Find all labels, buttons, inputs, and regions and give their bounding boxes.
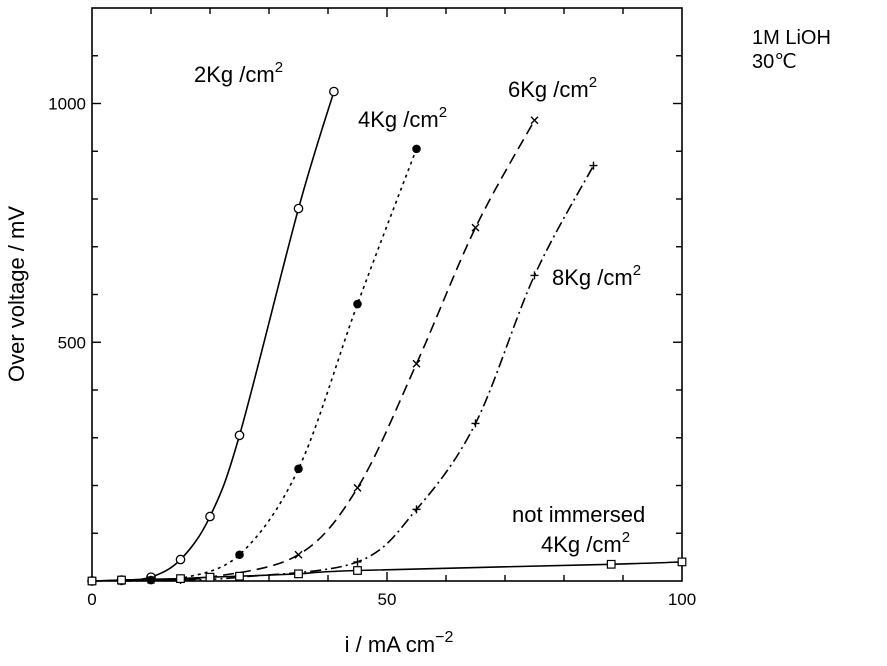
series-label-not-immersed-text: 4Kg /cm	[541, 532, 622, 557]
data-point	[677, 557, 687, 567]
x-axis-title: i / mA cm−2	[345, 629, 454, 657]
series-label-not-immersed: not immersed	[512, 502, 645, 527]
data-point	[235, 550, 244, 560]
data-point	[176, 574, 185, 584]
plot-frame	[91, 7, 683, 582]
y-tick-label: 1000	[48, 95, 86, 114]
data-point	[205, 572, 215, 582]
data-point	[589, 161, 598, 170]
x-tick-label: 0	[87, 590, 96, 609]
series-label-not-immersed-line2: 4Kg /cm2	[541, 529, 630, 557]
tick-labels: 0 50 100 500 1000	[48, 95, 696, 610]
data-point	[117, 575, 126, 585]
data-point	[412, 359, 421, 368]
data-point	[235, 571, 244, 581]
series-label-4kg-text: 4Kg /cm	[358, 107, 439, 132]
series-line-3	[121, 119, 536, 582]
data-point	[294, 569, 303, 579]
data-point	[293, 203, 304, 214]
series-line-1	[91, 91, 335, 582]
data-point	[530, 116, 539, 125]
data-point	[606, 559, 616, 569]
y-axis-title: Over voltage / mV	[4, 206, 29, 382]
data-point	[353, 566, 362, 575]
x-tick-label: 50	[378, 590, 397, 609]
series-line-2	[121, 148, 418, 582]
data-point	[353, 557, 362, 566]
x-axis-title-base: i / mA cm	[345, 632, 435, 657]
data-point	[87, 576, 97, 586]
x-tick-label: 100	[668, 590, 696, 609]
data-point	[412, 144, 421, 154]
x-axis-title-exponent: −2	[435, 629, 453, 646]
series-label-6kg-exponent: 2	[589, 74, 597, 91]
series-label-8kg-exponent: 2	[633, 262, 641, 279]
y-tick-label: 500	[58, 333, 86, 352]
series-markers	[87, 86, 687, 586]
series-label-4kg: 4Kg /cm2	[358, 104, 447, 132]
data-point	[294, 464, 303, 474]
data-point	[147, 576, 155, 585]
series-label-not-immersed-exponent: 2	[622, 529, 630, 546]
tick-marks	[92, 8, 682, 581]
data-point	[353, 483, 362, 492]
condition-temperature: 30℃	[752, 51, 797, 73]
series-label-8kg-text: 8Kg /cm	[552, 265, 633, 290]
data-point	[294, 550, 303, 559]
series-label-6kg-text: 6Kg /cm	[508, 77, 589, 102]
data-point	[471, 419, 480, 428]
data-point	[205, 511, 215, 522]
data-point	[471, 223, 480, 232]
data-point	[329, 86, 339, 97]
data-point	[234, 430, 245, 441]
series-label-2kg: 2Kg /cm2	[194, 59, 283, 87]
data-point	[175, 554, 186, 565]
data-point	[412, 505, 421, 514]
series-label-4kg-exponent: 2	[439, 104, 447, 121]
series-label-2kg-exponent: 2	[275, 59, 283, 76]
series-label-6kg: 6Kg /cm2	[508, 74, 597, 102]
data-point	[353, 299, 362, 309]
condition-electrolyte: 1M LiOH	[752, 27, 831, 49]
series-label-2kg-text: 2Kg /cm	[194, 62, 275, 87]
series-label-8kg: 8Kg /cm2	[552, 262, 641, 290]
data-point	[530, 271, 539, 280]
